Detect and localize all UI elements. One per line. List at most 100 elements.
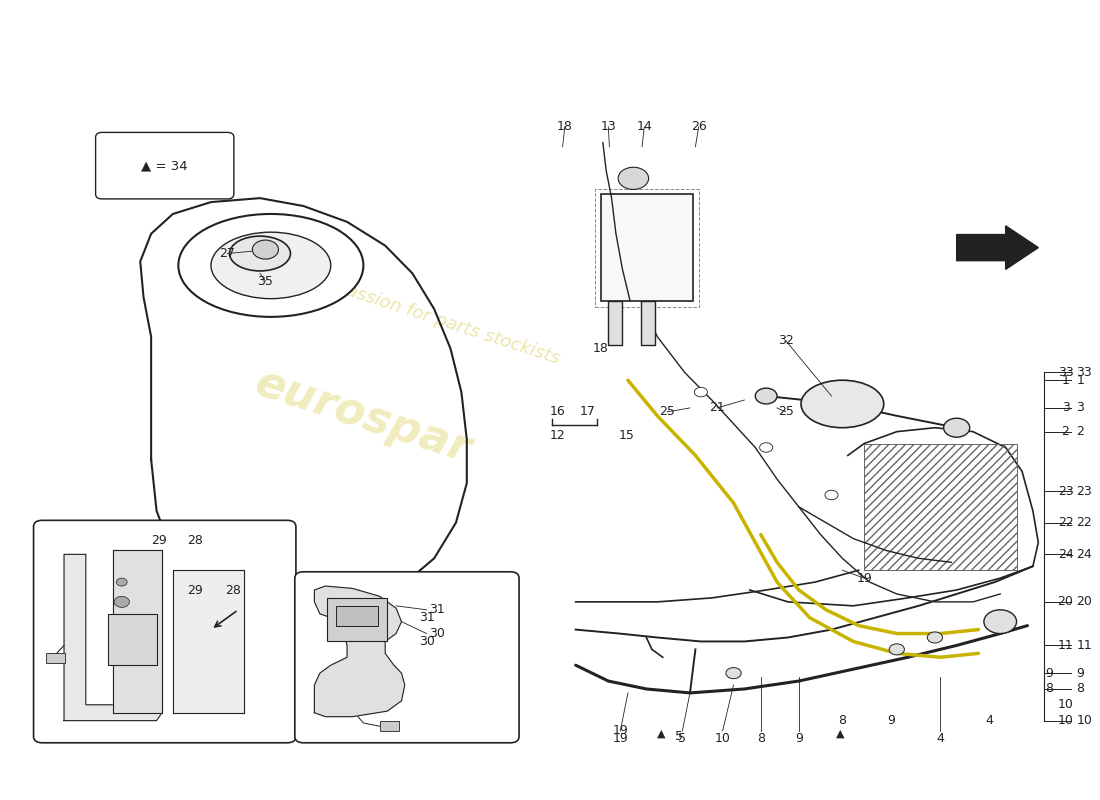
Text: eurospar: eurospar	[250, 361, 477, 471]
Text: 10: 10	[1057, 714, 1074, 727]
Text: 18: 18	[593, 342, 608, 355]
Ellipse shape	[230, 236, 290, 271]
Text: 4: 4	[986, 714, 993, 727]
Text: 22: 22	[1077, 516, 1092, 530]
Text: 17: 17	[580, 406, 595, 418]
Circle shape	[114, 596, 130, 607]
Circle shape	[726, 667, 741, 678]
Bar	[601, 194, 693, 301]
Text: 10: 10	[715, 732, 730, 746]
Text: 30: 30	[429, 627, 444, 640]
Text: ▲: ▲	[658, 729, 666, 738]
FancyBboxPatch shape	[34, 520, 296, 742]
Polygon shape	[957, 226, 1038, 270]
Text: ▲ = 34: ▲ = 34	[142, 159, 188, 172]
Circle shape	[944, 418, 970, 438]
Text: 19: 19	[856, 572, 872, 585]
Text: 20: 20	[1057, 595, 1074, 608]
Bar	[337, 606, 377, 626]
Circle shape	[252, 240, 278, 259]
Text: 29: 29	[187, 583, 202, 597]
Text: 31: 31	[419, 611, 435, 624]
Text: 12: 12	[549, 429, 565, 442]
Text: 24: 24	[1077, 548, 1092, 561]
Text: 2: 2	[1062, 425, 1069, 438]
Text: 33: 33	[1058, 366, 1074, 378]
Circle shape	[618, 167, 649, 190]
Text: 2: 2	[1077, 425, 1085, 438]
Text: 21: 21	[710, 402, 725, 414]
Text: 5: 5	[675, 730, 683, 743]
Text: 32: 32	[778, 334, 793, 347]
Bar	[108, 614, 156, 666]
Text: 10: 10	[1057, 698, 1074, 711]
Circle shape	[983, 610, 1016, 634]
Bar	[45, 653, 65, 663]
Text: 20: 20	[1077, 595, 1092, 608]
Text: a passion for parts stockists: a passion for parts stockists	[317, 274, 562, 368]
Text: 9: 9	[1077, 666, 1085, 680]
Ellipse shape	[211, 232, 331, 298]
Text: 8: 8	[1077, 682, 1085, 695]
FancyBboxPatch shape	[96, 133, 234, 199]
Polygon shape	[64, 554, 162, 721]
Text: 9: 9	[1045, 666, 1053, 680]
Circle shape	[927, 632, 943, 643]
Text: 26: 26	[691, 120, 706, 134]
Text: 22: 22	[1058, 516, 1074, 530]
Text: 11: 11	[1077, 639, 1092, 652]
Text: 19: 19	[613, 732, 628, 746]
Text: ▲: ▲	[836, 729, 845, 738]
Text: 3: 3	[1077, 402, 1085, 414]
Text: 9: 9	[888, 714, 895, 727]
Circle shape	[760, 442, 772, 452]
Text: 1: 1	[1062, 374, 1069, 386]
Polygon shape	[113, 550, 162, 713]
Text: 24: 24	[1058, 548, 1074, 561]
Circle shape	[756, 388, 777, 404]
Text: 14: 14	[637, 120, 652, 134]
Text: 4: 4	[936, 732, 944, 746]
Polygon shape	[315, 586, 405, 717]
Text: 11: 11	[1058, 639, 1074, 652]
Text: 10: 10	[1077, 714, 1092, 727]
Text: 9: 9	[795, 732, 803, 746]
Text: 30: 30	[419, 635, 435, 648]
Bar	[328, 598, 387, 642]
Text: 1: 1	[1077, 374, 1085, 386]
Text: 28: 28	[224, 583, 241, 597]
Circle shape	[117, 578, 128, 586]
Circle shape	[694, 387, 707, 397]
Text: 35: 35	[257, 274, 274, 288]
Text: 8: 8	[1045, 682, 1053, 695]
Text: 29: 29	[151, 534, 166, 547]
FancyBboxPatch shape	[295, 572, 519, 742]
Text: 5: 5	[679, 732, 686, 746]
Text: 3: 3	[1062, 402, 1069, 414]
Text: 31: 31	[429, 603, 444, 616]
Text: 16: 16	[549, 406, 565, 418]
Text: 23: 23	[1077, 485, 1092, 498]
Ellipse shape	[801, 380, 883, 428]
Bar	[865, 443, 1016, 570]
Text: 33: 33	[1077, 366, 1092, 378]
Polygon shape	[173, 570, 244, 713]
Circle shape	[889, 644, 904, 655]
Text: 25: 25	[659, 406, 675, 418]
Text: 13: 13	[601, 120, 616, 134]
Bar	[379, 722, 399, 731]
Ellipse shape	[178, 214, 363, 317]
Text: 8: 8	[838, 714, 846, 727]
Text: 19: 19	[613, 725, 628, 738]
Circle shape	[825, 490, 838, 500]
Text: 18: 18	[557, 120, 573, 134]
Text: 8: 8	[757, 732, 764, 746]
Bar	[595, 189, 698, 307]
Text: 28: 28	[187, 534, 202, 547]
Bar	[641, 301, 656, 345]
Bar	[608, 301, 623, 345]
Text: 15: 15	[619, 429, 635, 442]
Text: 27: 27	[219, 247, 235, 260]
Text: 23: 23	[1058, 485, 1074, 498]
Text: 25: 25	[778, 406, 794, 418]
